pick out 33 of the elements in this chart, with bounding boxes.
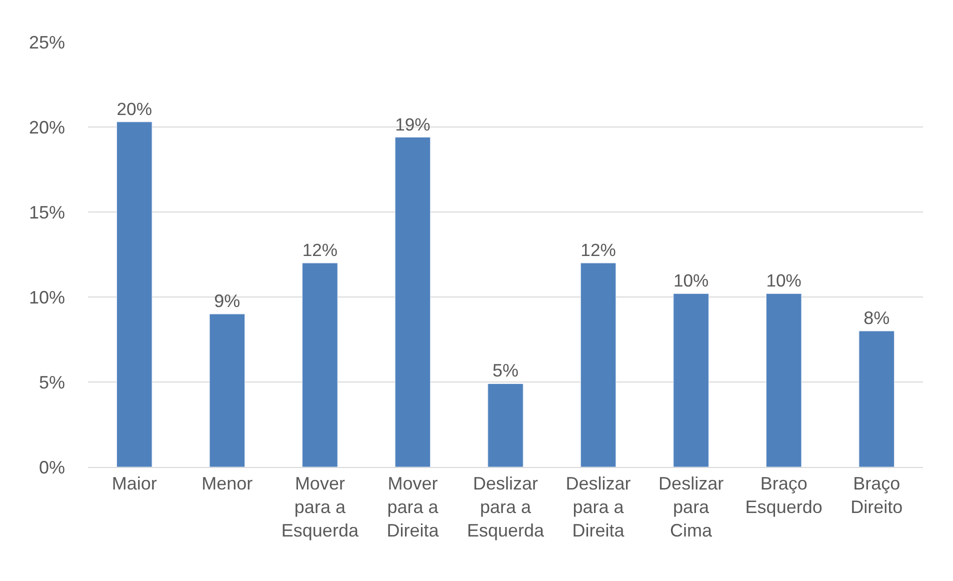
bar: [302, 262, 338, 467]
data-label: 20%: [116, 98, 152, 119]
bar: [858, 330, 894, 467]
x-tick-label: Braço Direito: [850, 474, 903, 517]
x-tick-label: Deslizar para Cima: [658, 474, 724, 540]
bar: [209, 314, 246, 467]
data-label: 8%: [864, 308, 890, 328]
y-tick-label: 25%: [28, 32, 65, 52]
y-tick-label: 15%: [28, 202, 65, 222]
bar: [673, 293, 709, 467]
data-label: 10%: [673, 270, 710, 291]
data-label: 5%: [492, 360, 519, 381]
bar: [766, 293, 802, 467]
data-label: 19%: [395, 114, 431, 134]
y-tick-label: 5%: [38, 372, 65, 392]
x-tick-label: Deslizar para a Esquerda: [466, 474, 546, 540]
data-label: 12%: [580, 240, 616, 260]
y-tick-label: 0%: [38, 457, 65, 478]
bar: [488, 383, 524, 467]
bar: [580, 262, 616, 467]
bar: [116, 122, 152, 467]
y-tick-label: 20%: [28, 117, 65, 138]
y-tick-label: 10%: [28, 287, 65, 308]
x-tick-label: Braço Esquerdo: [745, 474, 822, 517]
x-tick-label: Menor: [202, 474, 253, 494]
data-label: 12%: [302, 240, 338, 260]
x-tick-label: Maior: [112, 474, 157, 494]
x-tick-label: Mover para a Direita: [386, 474, 440, 540]
data-label: 9%: [214, 291, 240, 311]
bar: [394, 136, 431, 467]
data-label: 10%: [766, 270, 802, 291]
x-tick-label: Deslizar para a Direita: [566, 474, 631, 540]
x-tick-label: Mover para a Esquerda: [281, 474, 360, 540]
